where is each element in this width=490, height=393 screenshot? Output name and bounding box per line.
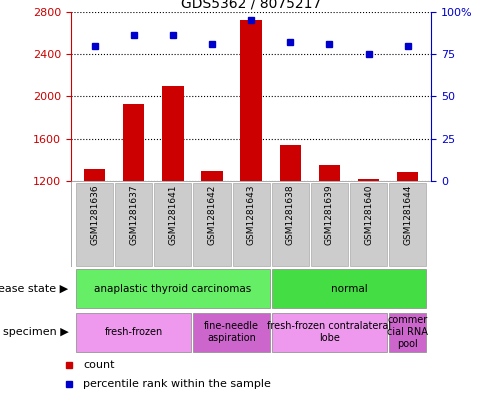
Text: GSM1281640: GSM1281640 bbox=[364, 184, 373, 245]
Bar bbox=[389, 313, 426, 351]
Text: normal: normal bbox=[331, 284, 368, 294]
Bar bbox=[271, 270, 426, 308]
Bar bbox=[233, 182, 270, 266]
Text: GSM1281637: GSM1281637 bbox=[129, 184, 138, 245]
Text: fresh-frozen: fresh-frozen bbox=[104, 327, 163, 337]
Bar bbox=[76, 182, 113, 266]
Text: count: count bbox=[83, 360, 115, 371]
Bar bbox=[76, 270, 270, 308]
Text: GSM1281642: GSM1281642 bbox=[207, 184, 217, 244]
Bar bbox=[162, 86, 184, 181]
Text: percentile rank within the sample: percentile rank within the sample bbox=[83, 379, 271, 389]
Bar bbox=[318, 165, 340, 181]
Text: GSM1281641: GSM1281641 bbox=[169, 184, 177, 245]
Text: disease state ▶: disease state ▶ bbox=[0, 284, 69, 294]
Text: fresh-frozen contralateral
lobe: fresh-frozen contralateral lobe bbox=[268, 321, 392, 343]
Bar bbox=[84, 169, 105, 181]
Bar bbox=[389, 182, 426, 266]
Bar bbox=[194, 182, 231, 266]
Bar bbox=[271, 182, 309, 266]
Bar bbox=[76, 313, 192, 351]
Text: GSM1281644: GSM1281644 bbox=[403, 184, 412, 244]
Bar bbox=[279, 145, 301, 181]
Text: commer
cial RNA
pool: commer cial RNA pool bbox=[387, 316, 428, 349]
Bar bbox=[123, 104, 145, 181]
Bar bbox=[154, 182, 192, 266]
Text: GSM1281643: GSM1281643 bbox=[246, 184, 256, 245]
Text: anaplastic thyroid carcinomas: anaplastic thyroid carcinomas bbox=[94, 284, 251, 294]
Bar bbox=[397, 172, 418, 181]
Text: specimen ▶: specimen ▶ bbox=[3, 327, 69, 337]
Text: GSM1281638: GSM1281638 bbox=[286, 184, 295, 245]
Bar bbox=[194, 313, 270, 351]
Text: GSM1281636: GSM1281636 bbox=[90, 184, 99, 245]
Bar bbox=[311, 182, 348, 266]
Text: fine-needle
aspiration: fine-needle aspiration bbox=[204, 321, 259, 343]
Bar bbox=[201, 171, 223, 181]
Text: GSM1281639: GSM1281639 bbox=[325, 184, 334, 245]
Title: GDS5362 / 8075217: GDS5362 / 8075217 bbox=[181, 0, 321, 11]
Bar bbox=[115, 182, 152, 266]
Bar bbox=[350, 182, 387, 266]
Bar bbox=[358, 179, 379, 181]
Bar bbox=[241, 20, 262, 181]
Bar bbox=[271, 313, 387, 351]
